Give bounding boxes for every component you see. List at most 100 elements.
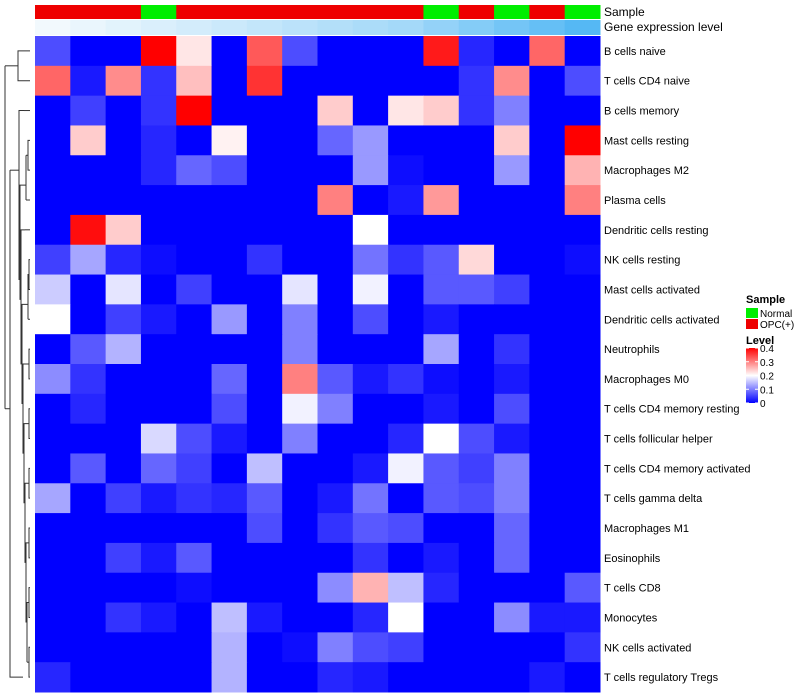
legend-tick-label: 0.3 [760, 358, 774, 369]
heatmap-cell [70, 602, 107, 633]
heatmap-cell [140, 65, 177, 97]
gene-level-track-cell [105, 20, 142, 35]
heatmap-cell [564, 483, 601, 514]
heatmap-cell [35, 334, 71, 365]
sample-track-cell [564, 5, 601, 19]
heatmap-cell [211, 125, 248, 156]
row-label: T cells CD4 naive [604, 76, 690, 88]
heatmap-cell [564, 274, 601, 305]
heatmap-cell [494, 423, 530, 454]
heatmap-cell [529, 274, 566, 305]
row-label: B cells naive [604, 46, 666, 58]
heatmap-cell [35, 95, 71, 126]
heatmap-cell [458, 572, 495, 604]
heatmap-cell [35, 36, 71, 67]
heatmap-cell [458, 185, 495, 216]
heatmap-cell [494, 244, 530, 276]
heatmap-cell [105, 274, 142, 305]
heatmap-cell [35, 602, 71, 633]
row-label: Mast cells activated [604, 284, 700, 296]
row-label: NK cells resting [604, 255, 680, 267]
heatmap-cell [564, 185, 601, 216]
heatmap-cell [35, 513, 71, 544]
heatmap-cell [388, 364, 424, 395]
heatmap-cell [176, 214, 213, 246]
heatmap-cell [494, 185, 530, 216]
heatmap-cell [529, 125, 566, 156]
heatmap-cell [211, 542, 248, 574]
heatmap-cell [246, 244, 283, 276]
heatmap-cell [176, 125, 213, 156]
heatmap-cell [423, 393, 460, 425]
row-label: T cells CD4 memory activated [604, 463, 751, 475]
heatmap-cell [564, 214, 601, 246]
heatmap-cell [352, 65, 389, 97]
heatmap-cell [176, 662, 213, 693]
heatmap-cell [246, 304, 283, 335]
heatmap-cell [458, 244, 495, 276]
gene-level-track-cell [494, 20, 530, 35]
heatmap-cell [176, 304, 213, 335]
heatmap-cell [388, 65, 424, 97]
legend-entry-label: OPC(+) [760, 320, 794, 331]
heatmap-cell [176, 95, 213, 126]
heatmap-cell [317, 423, 354, 454]
heatmap-cell [246, 214, 283, 246]
heatmap-cell [564, 125, 601, 156]
heatmap-cell [282, 453, 318, 484]
heatmap-cell [140, 632, 177, 663]
sample-track-cell [282, 5, 318, 19]
heatmap-cell [388, 483, 424, 514]
heatmap-cell [211, 244, 248, 276]
dendrogram-branch [23, 423, 29, 504]
legend-tick-label: 0 [760, 399, 766, 410]
sample-track-cell [70, 5, 107, 19]
heatmap-cell [105, 36, 142, 67]
heatmap-cell [564, 662, 601, 693]
heatmap-cell [423, 214, 460, 246]
heatmap-cell [494, 393, 530, 425]
heatmap-cell [140, 542, 177, 574]
heatmap-cell [246, 513, 283, 544]
heatmap-cell [458, 125, 495, 156]
heatmap-cell [529, 483, 566, 514]
heatmap-cell [458, 513, 495, 544]
heatmap-cell [529, 244, 566, 276]
heatmap-cell [317, 602, 354, 633]
heatmap-cell [494, 364, 530, 395]
heatmap-cell [317, 185, 354, 216]
heatmap-cell [176, 36, 213, 67]
heatmap-cell [423, 542, 460, 574]
heatmap-cell [564, 244, 601, 276]
heatmap-cell [388, 453, 424, 484]
sample-track-cell [211, 5, 248, 19]
heatmap-cell [458, 334, 495, 365]
heatmap-cell [529, 36, 566, 67]
heatmap-cell [35, 572, 71, 604]
heatmap-cell [70, 662, 107, 693]
heatmap-cell [494, 155, 530, 186]
heatmap-cell [529, 364, 566, 395]
heatmap-cell [105, 572, 142, 604]
heatmap-cell [423, 453, 460, 484]
heatmap-cell [564, 36, 601, 67]
heatmap-cell [140, 274, 177, 305]
heatmap-cell [246, 334, 283, 365]
heatmap-cell [176, 65, 213, 97]
heatmap-cell [388, 662, 424, 693]
heatmap-cell [529, 572, 566, 604]
heatmap-cell [317, 453, 354, 484]
sample-track-cell [494, 5, 530, 19]
dendrogram-branch [28, 646, 30, 678]
gene-level-track-cell [423, 20, 460, 35]
heatmap-cell [246, 364, 283, 395]
heatmap-cell [35, 214, 71, 246]
heatmap-cell [458, 65, 495, 97]
heatmap-cell [317, 483, 354, 514]
heatmap-cell [70, 334, 107, 365]
row-label: B cells memory [604, 106, 680, 118]
heatmap-cell [246, 453, 283, 484]
heatmap-cell [564, 304, 601, 335]
heatmap-cell [282, 304, 318, 335]
